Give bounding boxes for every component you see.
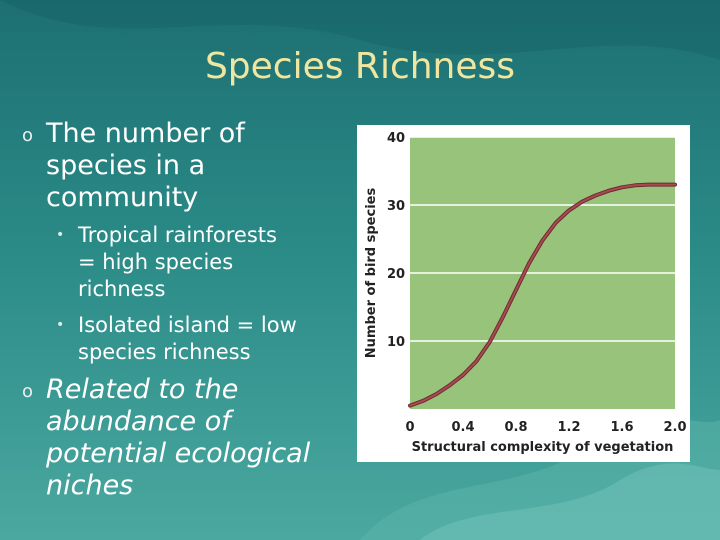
bullet-2-line: niches: [46, 470, 134, 501]
sub-bullet-1-line: Tropical rainforests: [78, 223, 277, 247]
x-tick-label: 0.8: [504, 420, 527, 435]
sub-bullet-dot-icon: •: [56, 227, 65, 243]
y-tick-label: 10: [387, 335, 405, 350]
bullet-1-line: community: [46, 182, 199, 213]
sub-bullet-1-line: = high species: [78, 250, 234, 274]
bullet-1: o The number of species in a community: [22, 118, 245, 214]
x-tick-label: 0.4: [451, 420, 474, 435]
sub-bullet-2: • Isolated island = low species richness: [56, 312, 297, 366]
bullet-2-line: potential ecological: [46, 438, 311, 469]
sub-bullet-2-line: species richness: [78, 340, 251, 364]
x-tick-label: 0: [405, 420, 414, 435]
bullet-marker-icon: o: [22, 125, 34, 146]
bird-species-chart: 10 20 30 40 0 0.4 0.8 1.2 1.6 2.0 Structural compl…: [364, 131, 687, 455]
chart-panel: 10 20 30 40 0 0.4 0.8 1.2 1.6 2.0 Structural compl…: [357, 125, 690, 462]
slide-title: Species Richness: [204, 46, 516, 87]
y-axis-label: Number of bird species: [364, 188, 379, 359]
series-line: [409, 183, 676, 407]
bullet-1-line: The number of: [46, 118, 245, 149]
y-tick-label: 20: [387, 267, 405, 282]
y-tick-label: 40: [387, 131, 405, 146]
bullet-1-line: species in a: [46, 150, 206, 181]
x-axis-label: Structural complexity of vegetation: [412, 440, 674, 455]
x-tick-label: 1.2: [557, 420, 580, 435]
y-tick-label: 30: [387, 199, 405, 214]
sub-bullet-2-line: Isolated island = low: [78, 313, 297, 337]
x-tick-label: 1.6: [610, 420, 633, 435]
bullet-2-line: abundance of: [46, 406, 231, 437]
bullet-marker-icon: o: [22, 381, 34, 402]
sub-bullet-1-line: richness: [78, 277, 166, 301]
x-tick-label: 2.0: [663, 420, 686, 435]
bullet-2-line: Related to the: [46, 374, 239, 405]
sub-bullet-dot-icon: •: [56, 317, 65, 333]
sub-bullet-1: • Tropical rainforests = high species ri…: [56, 222, 277, 303]
bullet-2: o Related to the abundance of potential …: [22, 374, 311, 502]
